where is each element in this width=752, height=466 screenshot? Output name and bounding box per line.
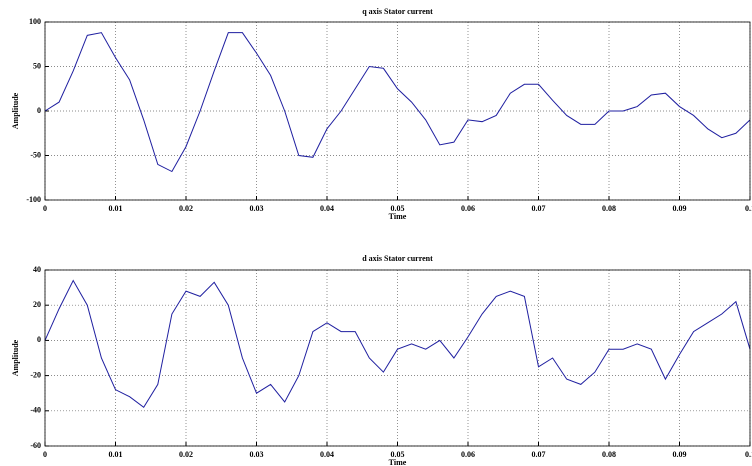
y-tick-label: -100: [26, 195, 41, 204]
x-tick-label: 0.09: [673, 450, 687, 459]
x-tick-label: 0.01: [109, 450, 123, 459]
y-tick-label: -20: [30, 370, 41, 379]
y-tick-label: -50: [30, 150, 41, 159]
x-tick-label: 0.05: [391, 204, 405, 213]
x-tick-label: 0.02: [179, 450, 193, 459]
y-tick-label: 0: [37, 106, 41, 115]
x-axis-label: Time: [389, 458, 407, 466]
y-tick-label: 20: [33, 300, 41, 309]
x-tick-label: 0.03: [250, 450, 264, 459]
y-tick-label: -40: [30, 406, 41, 415]
y-tick-label: 0: [37, 335, 41, 344]
x-tick-label: 0.06: [461, 450, 475, 459]
x-tick-label: 0.04: [320, 204, 334, 213]
x-tick-label: 0: [43, 450, 47, 459]
data-line: [44, 32, 751, 173]
x-tick-label: 0.03: [250, 204, 264, 213]
x-axis-label: Time: [389, 212, 407, 221]
x-tick-label: 0.07: [532, 450, 546, 459]
axes-frame: [44, 21, 751, 201]
x-tick-label: 0.06: [461, 204, 475, 213]
axes-frame: [44, 269, 751, 447]
x-tick-label: 0.1: [745, 204, 752, 213]
y-tick-label: 100: [29, 17, 41, 26]
x-tick-label: 0.09: [673, 204, 687, 213]
x-tick-label: 0.08: [602, 204, 616, 213]
chart-title: q axis Stator current: [362, 7, 433, 16]
y-axis-label: Amplitude: [11, 92, 20, 129]
x-tick-label: 0.07: [532, 204, 546, 213]
data-line: [44, 279, 751, 409]
x-tick-label: 0: [43, 204, 47, 213]
x-tick-label: 0.01: [109, 204, 123, 213]
x-tick-label: 0.08: [602, 450, 616, 459]
x-tick-label: 0.05: [391, 450, 405, 459]
y-tick-label: 40: [33, 265, 41, 274]
y-tick-label: -60: [30, 441, 41, 450]
x-tick-label: 0.02: [179, 204, 193, 213]
x-tick-label: 0.04: [320, 450, 334, 459]
y-tick-label: 50: [33, 61, 41, 70]
y-axis-label: Amplitude: [11, 339, 20, 376]
chart-title: d axis Stator current: [362, 254, 433, 263]
x-tick-label: 0.1: [745, 450, 752, 459]
